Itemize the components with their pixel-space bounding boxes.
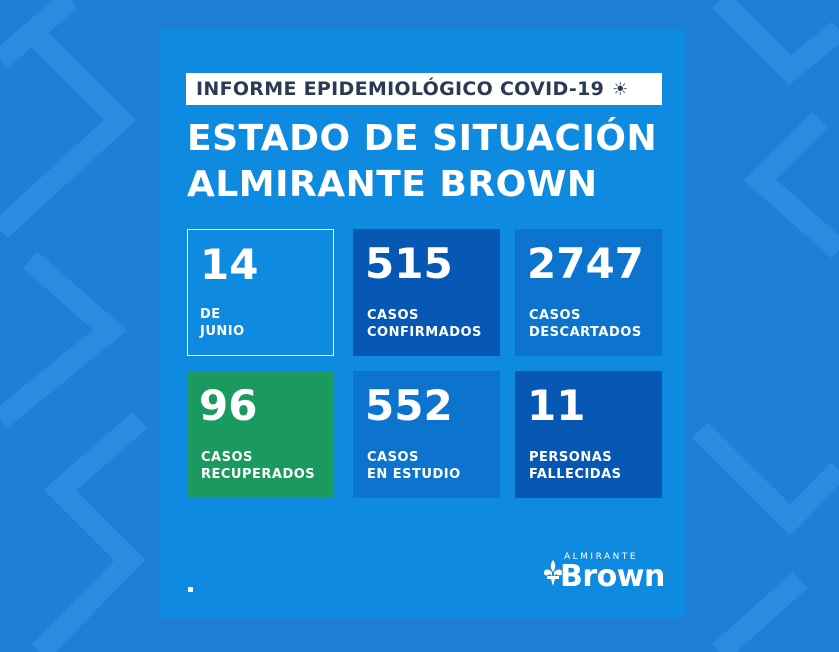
deceased-card: 11 PERSONAS FALLECIDAS [515, 371, 662, 498]
discarded-card: 2747 CASOS DESCARTADOS [515, 229, 662, 356]
confirmed-label-line-1: CASOS [367, 308, 419, 323]
recovered-card: 96 CASOS RECUPERADOS [187, 371, 334, 498]
report-banner: INFORME EPIDEMIOLÓGICO COVID-19 ☀ [186, 73, 662, 105]
study-value: 552 [365, 381, 453, 430]
confirmed-card: 515 CASOS CONFIRMADOS [353, 229, 500, 356]
discarded-label: CASOS DESCARTADOS [529, 307, 642, 341]
title-line-1: ESTADO DE SITUACIÓN [187, 118, 658, 159]
decorative-dot [188, 587, 193, 592]
study-label: CASOS EN ESTUDIO [367, 449, 461, 483]
deceased-value: 11 [527, 381, 586, 430]
date-day: 14 [200, 240, 259, 289]
study-label-line-2: EN ESTUDIO [367, 467, 461, 482]
discarded-label-line-2: DESCARTADOS [529, 325, 642, 340]
recovered-label-line-2: RECUPERADOS [201, 467, 316, 482]
date-label-line-2: JUNIO [200, 324, 245, 339]
confirmed-value: 515 [365, 239, 453, 288]
recovered-label-line-1: CASOS [201, 450, 253, 465]
study-card: 552 CASOS EN ESTUDIO [353, 371, 500, 498]
deceased-label: PERSONAS FALLECIDAS [529, 449, 622, 483]
page-title: ESTADO DE SITUACIÓN ALMIRANTE BROWN [187, 116, 667, 208]
almirante-brown-logo: ALMIRANTE Brown [542, 550, 666, 596]
logo-small-text: ALMIRANTE [564, 552, 639, 562]
recovered-value: 96 [199, 381, 258, 430]
recovered-label: CASOS RECUPERADOS [201, 449, 315, 483]
confirmed-label-line-2: CONFIRMADOS [367, 325, 482, 340]
deceased-label-line-1: PERSONAS [529, 450, 613, 465]
date-label: DE JUNIO [200, 306, 245, 340]
deceased-label-line-2: FALLECIDAS [529, 467, 622, 482]
discarded-value: 2747 [527, 239, 644, 288]
study-label-line-1: CASOS [367, 450, 419, 465]
fleur-de-lis-icon [544, 560, 562, 586]
banner-text: INFORME EPIDEMIOLÓGICO COVID-19 [196, 78, 605, 100]
sun-icon: ☀ [612, 78, 629, 100]
title-line-2: ALMIRANTE BROWN [187, 164, 598, 205]
logo-big-text: Brown [560, 559, 665, 594]
date-label-line-1: DE [200, 307, 221, 322]
confirmed-label: CASOS CONFIRMADOS [367, 307, 482, 341]
discarded-label-line-1: CASOS [529, 308, 581, 323]
date-card: 14 DE JUNIO [187, 229, 334, 356]
